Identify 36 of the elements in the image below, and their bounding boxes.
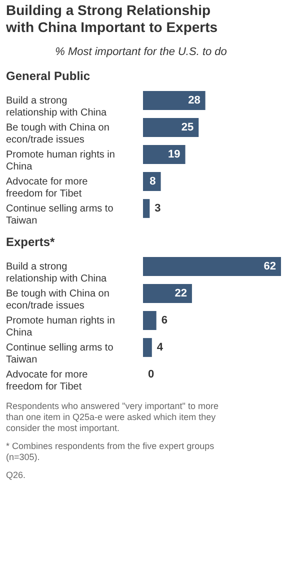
y-tick-label: Build a strong relationship with China — [6, 262, 108, 284]
y-tick-label: Promote human rights in China — [6, 150, 115, 172]
bar — [143, 257, 281, 276]
y-tick-label: Advocate for more freedom for Tibet — [6, 176, 88, 200]
bar — [143, 311, 156, 330]
y-tick-label: Promote human rights in China — [6, 316, 115, 338]
bar — [143, 199, 150, 218]
y-tick-label: Be tough with China on econ/trade issues — [6, 122, 110, 146]
data-label: 62 — [264, 260, 276, 272]
bar — [143, 284, 192, 303]
text: % Most important for the U.S. to do — [55, 46, 227, 58]
data-label: 19 — [168, 148, 180, 160]
text: Respondents who answered "very important" to more than one item in Q25a-e were asked which item they consider the most important. — [6, 401, 218, 433]
text: Building a Strong Relationship with China Important to Experts — [5, 2, 218, 35]
chart-title: General Public — [6, 69, 90, 83]
data-label: 22 — [174, 288, 187, 300]
bar — [143, 172, 161, 191]
y-tick-label: Build a strong relationship with China — [6, 96, 108, 118]
bar — [143, 145, 186, 164]
text: Experts* — [6, 235, 56, 249]
data-label: 4 — [156, 342, 164, 354]
text: * Combines respondents from the five expert groups (n=305). — [6, 441, 215, 462]
y-tick-label: Be tough with China on econ/trade issues — [6, 288, 110, 312]
data-label: 0 — [148, 368, 154, 380]
y-tick-label: Continue selling arms to Taiwan — [6, 342, 114, 366]
data-label: 3 — [154, 202, 161, 214]
data-label: 6 — [161, 314, 168, 326]
bar — [143, 118, 199, 137]
bar — [143, 338, 152, 357]
y-tick-label: Advocate for more freedom for Tibet — [6, 370, 88, 392]
y-tick-label: Continue selling arms to Taiwan — [6, 204, 114, 226]
data-label: 28 — [188, 94, 200, 106]
data-label: 8 — [150, 176, 156, 188]
text: Q26. — [6, 470, 26, 480]
bar — [143, 91, 206, 110]
data-label: 25 — [181, 122, 194, 134]
